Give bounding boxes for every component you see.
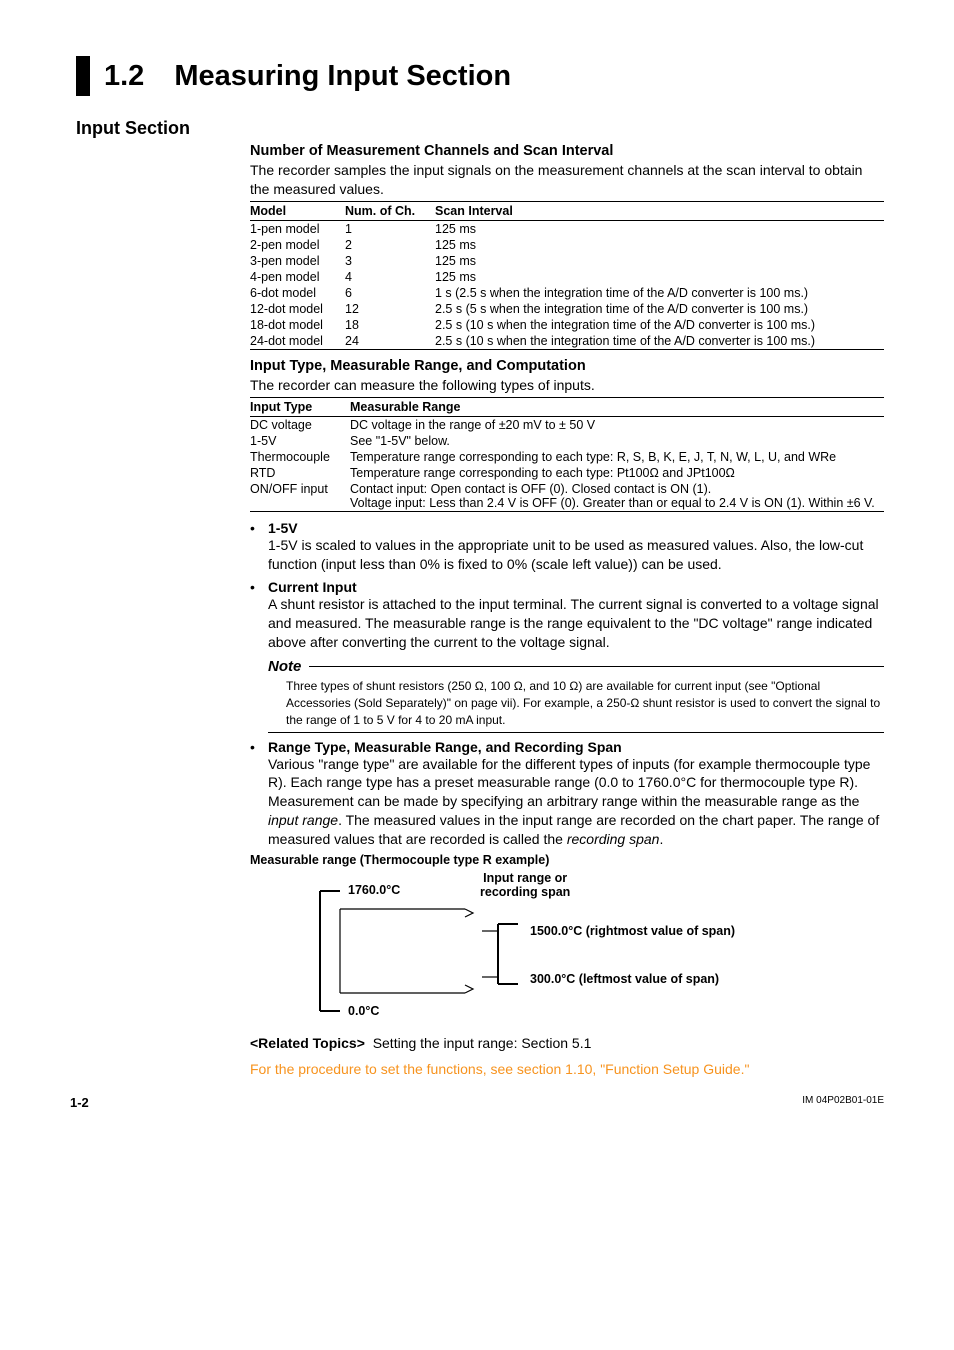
- note-header: Note: [268, 658, 884, 675]
- col-scan: Scan Interval: [435, 201, 884, 220]
- chapter-number: 1.2: [104, 60, 144, 93]
- bullet-range-type: • Range Type, Measurable Range, and Reco…: [250, 739, 884, 849]
- table-row: DC voltageDC voltage in the range of ±20…: [250, 416, 884, 433]
- title-bar: [76, 56, 90, 96]
- sec1-heading: Number of Measurement Channels and Scan …: [250, 143, 884, 159]
- sec1-intro: The recorder samples the input signals o…: [250, 161, 884, 199]
- channels-table: Model Num. of Ch. Scan Interval 1-pen mo…: [250, 201, 884, 350]
- related-text: Setting the input range: Section 5.1: [373, 1035, 592, 1051]
- table-row: 4-pen model4125 ms: [250, 269, 884, 285]
- related-label: <Related Topics>: [250, 1035, 365, 1051]
- doc-id: IM 04P02B01-01E: [802, 1095, 884, 1106]
- note-rule: [309, 666, 884, 667]
- table-row: ThermocoupleTemperature range correspond…: [250, 449, 884, 465]
- col-measurable-range: Measurable Range: [350, 397, 884, 416]
- table-row: 18-dot model182.5 s (10 s when the integ…: [250, 317, 884, 333]
- bullet-icon: •: [250, 579, 268, 652]
- table-row: 1-5VSee "1-5V" below.: [250, 433, 884, 449]
- table-row: ON/OFF inputContact input: Open contact …: [250, 481, 884, 512]
- bullet-body: A shunt resistor is attached to the inpu…: [268, 595, 884, 652]
- diagram-title: Measurable range (Thermocouple type R ex…: [250, 853, 884, 867]
- table-row: 1-pen model1125 ms: [250, 220, 884, 237]
- bullet-1-5v: • 1-5V 1-5V is scaled to values in the a…: [250, 520, 884, 574]
- bullet-icon: •: [250, 739, 268, 849]
- chapter-title: Measuring Input Section: [174, 60, 511, 93]
- orange-note: For the procedure to set the functions, …: [250, 1061, 884, 1077]
- bullet-body: 1-5V is scaled to values in the appropri…: [268, 536, 884, 574]
- table-row: 12-dot model122.5 s (5 s when the integr…: [250, 301, 884, 317]
- bullet-title: 1-5V: [268, 520, 884, 536]
- note-close-rule: [268, 732, 884, 733]
- note-body: Three types of shunt resistors (250 Ω, 1…: [286, 678, 884, 728]
- bullet-title: Current Input: [268, 579, 884, 595]
- page-footer: 1-2 IM 04P02B01-01E: [70, 1095, 884, 1115]
- page-number: 1-2: [70, 1095, 89, 1110]
- inputtype-table: Input Type Measurable Range DC voltageDC…: [250, 397, 884, 512]
- range-diagram: 1760.0°C Input range or recording span 1…: [250, 869, 850, 1029]
- diagram-bottom-value: 0.0°C: [348, 1004, 379, 1018]
- bullet-body: Various "range type" are available for t…: [268, 755, 884, 849]
- sec2-heading: Input Type, Measurable Range, and Comput…: [250, 358, 884, 374]
- diagram-top-value: 1760.0°C: [348, 883, 400, 897]
- related-topics: <Related Topics> Setting the input range…: [250, 1035, 884, 1051]
- bullet-icon: •: [250, 520, 268, 574]
- sec2-intro: The recorder can measure the following t…: [250, 376, 884, 395]
- section-heading: Input Section: [76, 118, 884, 139]
- table-row: 6-dot model61 s (2.5 s when the integrat…: [250, 285, 884, 301]
- diagram-right-lo: 300.0°C (leftmost value of span): [530, 972, 719, 986]
- table-header-row: Input Type Measurable Range: [250, 397, 884, 416]
- col-model: Model: [250, 201, 345, 220]
- table-row: RTDTemperature range corresponding to ea…: [250, 465, 884, 481]
- note-label: Note: [268, 658, 301, 675]
- col-numch: Num. of Ch.: [345, 201, 435, 220]
- col-input-type: Input Type: [250, 397, 350, 416]
- diagram-input-label: Input range or recording span: [480, 871, 570, 899]
- table-header-row: Model Num. of Ch. Scan Interval: [250, 201, 884, 220]
- bullet-title: Range Type, Measurable Range, and Record…: [268, 739, 884, 755]
- chapter-title-row: 1.2 Measuring Input Section: [76, 56, 884, 96]
- bullet-current-input: • Current Input A shunt resistor is atta…: [250, 579, 884, 652]
- content-block: Number of Measurement Channels and Scan …: [250, 143, 884, 1077]
- table-row: 3-pen model3125 ms: [250, 253, 884, 269]
- diagram-right-hi: 1500.0°C (rightmost value of span): [530, 924, 735, 938]
- table-row: 24-dot model242.5 s (10 s when the integ…: [250, 333, 884, 350]
- table-row: 2-pen model2125 ms: [250, 237, 884, 253]
- page: 1.2 Measuring Input Section Input Sectio…: [0, 0, 954, 1145]
